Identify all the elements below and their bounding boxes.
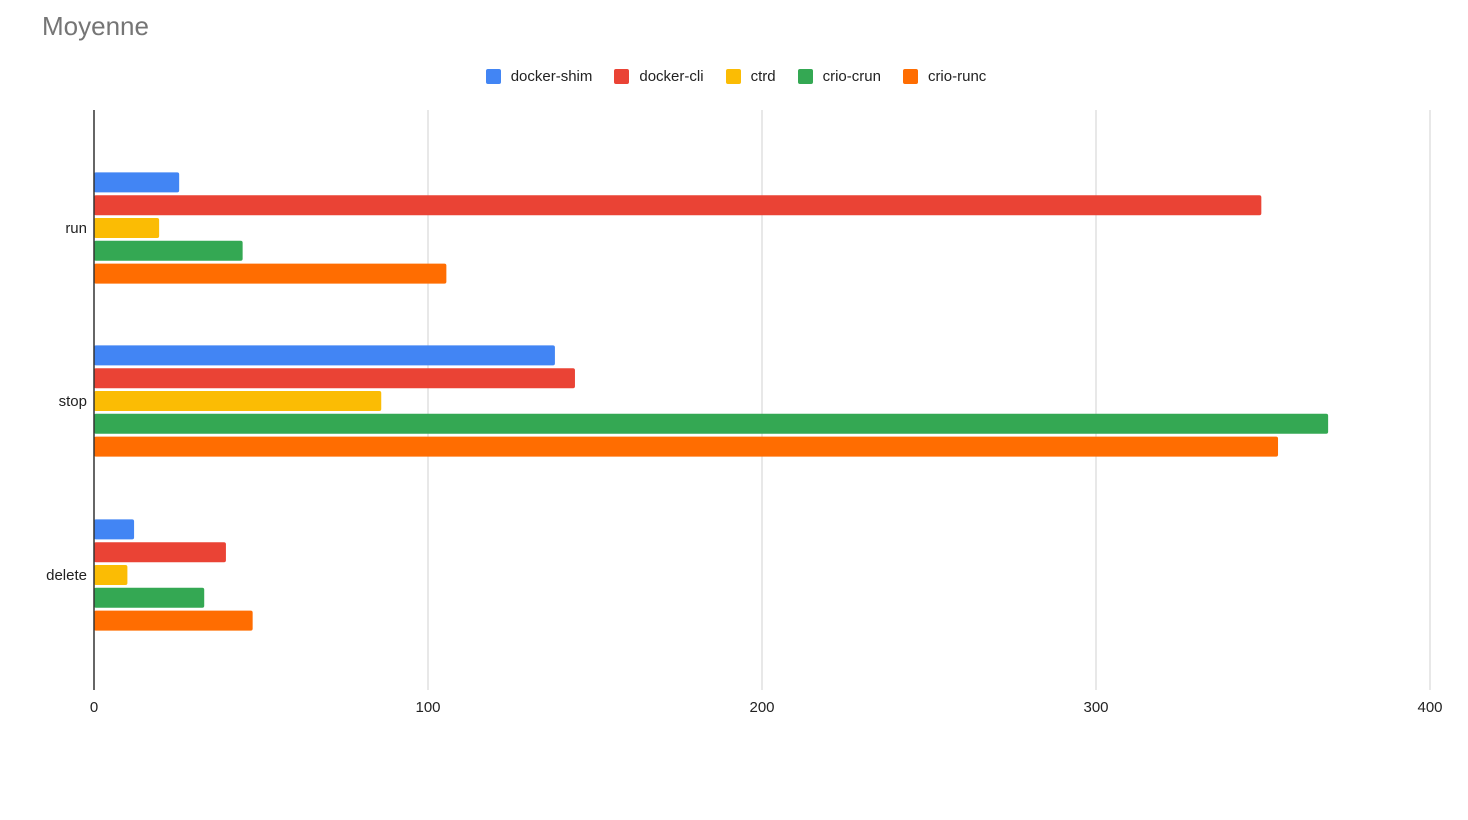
bar-stop-docker-shim [94,345,555,366]
x-tick-label: 0 [90,699,98,716]
legend-swatch [725,68,741,84]
bar-run-ctrd [94,218,160,238]
bar-stop-ctrd [94,391,382,411]
bar-delete-docker-shim [94,519,135,540]
legend-item-docker-shim: docker-shim [485,67,593,85]
bar-stop-docker-cli [94,368,575,389]
x-tick-label: 200 [749,699,774,716]
category-label-stop: stop [59,393,87,410]
bar-stop-crio-runc [94,436,1279,457]
legend-swatch [797,68,813,84]
bar-delete-docker-cli [94,542,226,563]
x-tick-label: 300 [1083,699,1108,716]
bar-delete-ctrd [94,565,128,585]
category-label-delete: delete [46,567,87,584]
legend-label: crio-crun [822,67,881,85]
bar-delete-crio-crun [94,587,205,608]
category-label-run: run [65,220,87,237]
legend-swatch [902,68,918,84]
legend-label: docker-shim [510,67,593,85]
bar-run-crio-crun [94,240,243,261]
bar-delete-crio-runc [94,610,253,631]
x-tick-label: 400 [1417,699,1442,716]
legend-swatch [485,68,501,84]
legend-item-ctrd: ctrd [725,67,776,85]
legend-item-crio-runc: crio-runc [902,67,987,85]
bar-run-docker-cli [94,195,1262,216]
bar-stop-crio-crun [94,413,1329,434]
chart-title: Moyenne [42,11,149,41]
legend-item-crio-crun: crio-crun [797,67,881,85]
bar-run-docker-shim [94,172,180,193]
legend-swatch [614,68,630,84]
legend: docker-shim docker-cli ctrd crio-crun crio-r… [0,64,1468,88]
legend-label: ctrd [750,67,776,85]
x-tick-label: 100 [415,699,440,716]
legend-label: docker-cli [639,67,704,85]
legend-label: crio-runc [927,67,987,85]
bar-run-crio-runc [94,263,447,284]
legend-item-docker-cli: docker-cli [614,67,704,85]
